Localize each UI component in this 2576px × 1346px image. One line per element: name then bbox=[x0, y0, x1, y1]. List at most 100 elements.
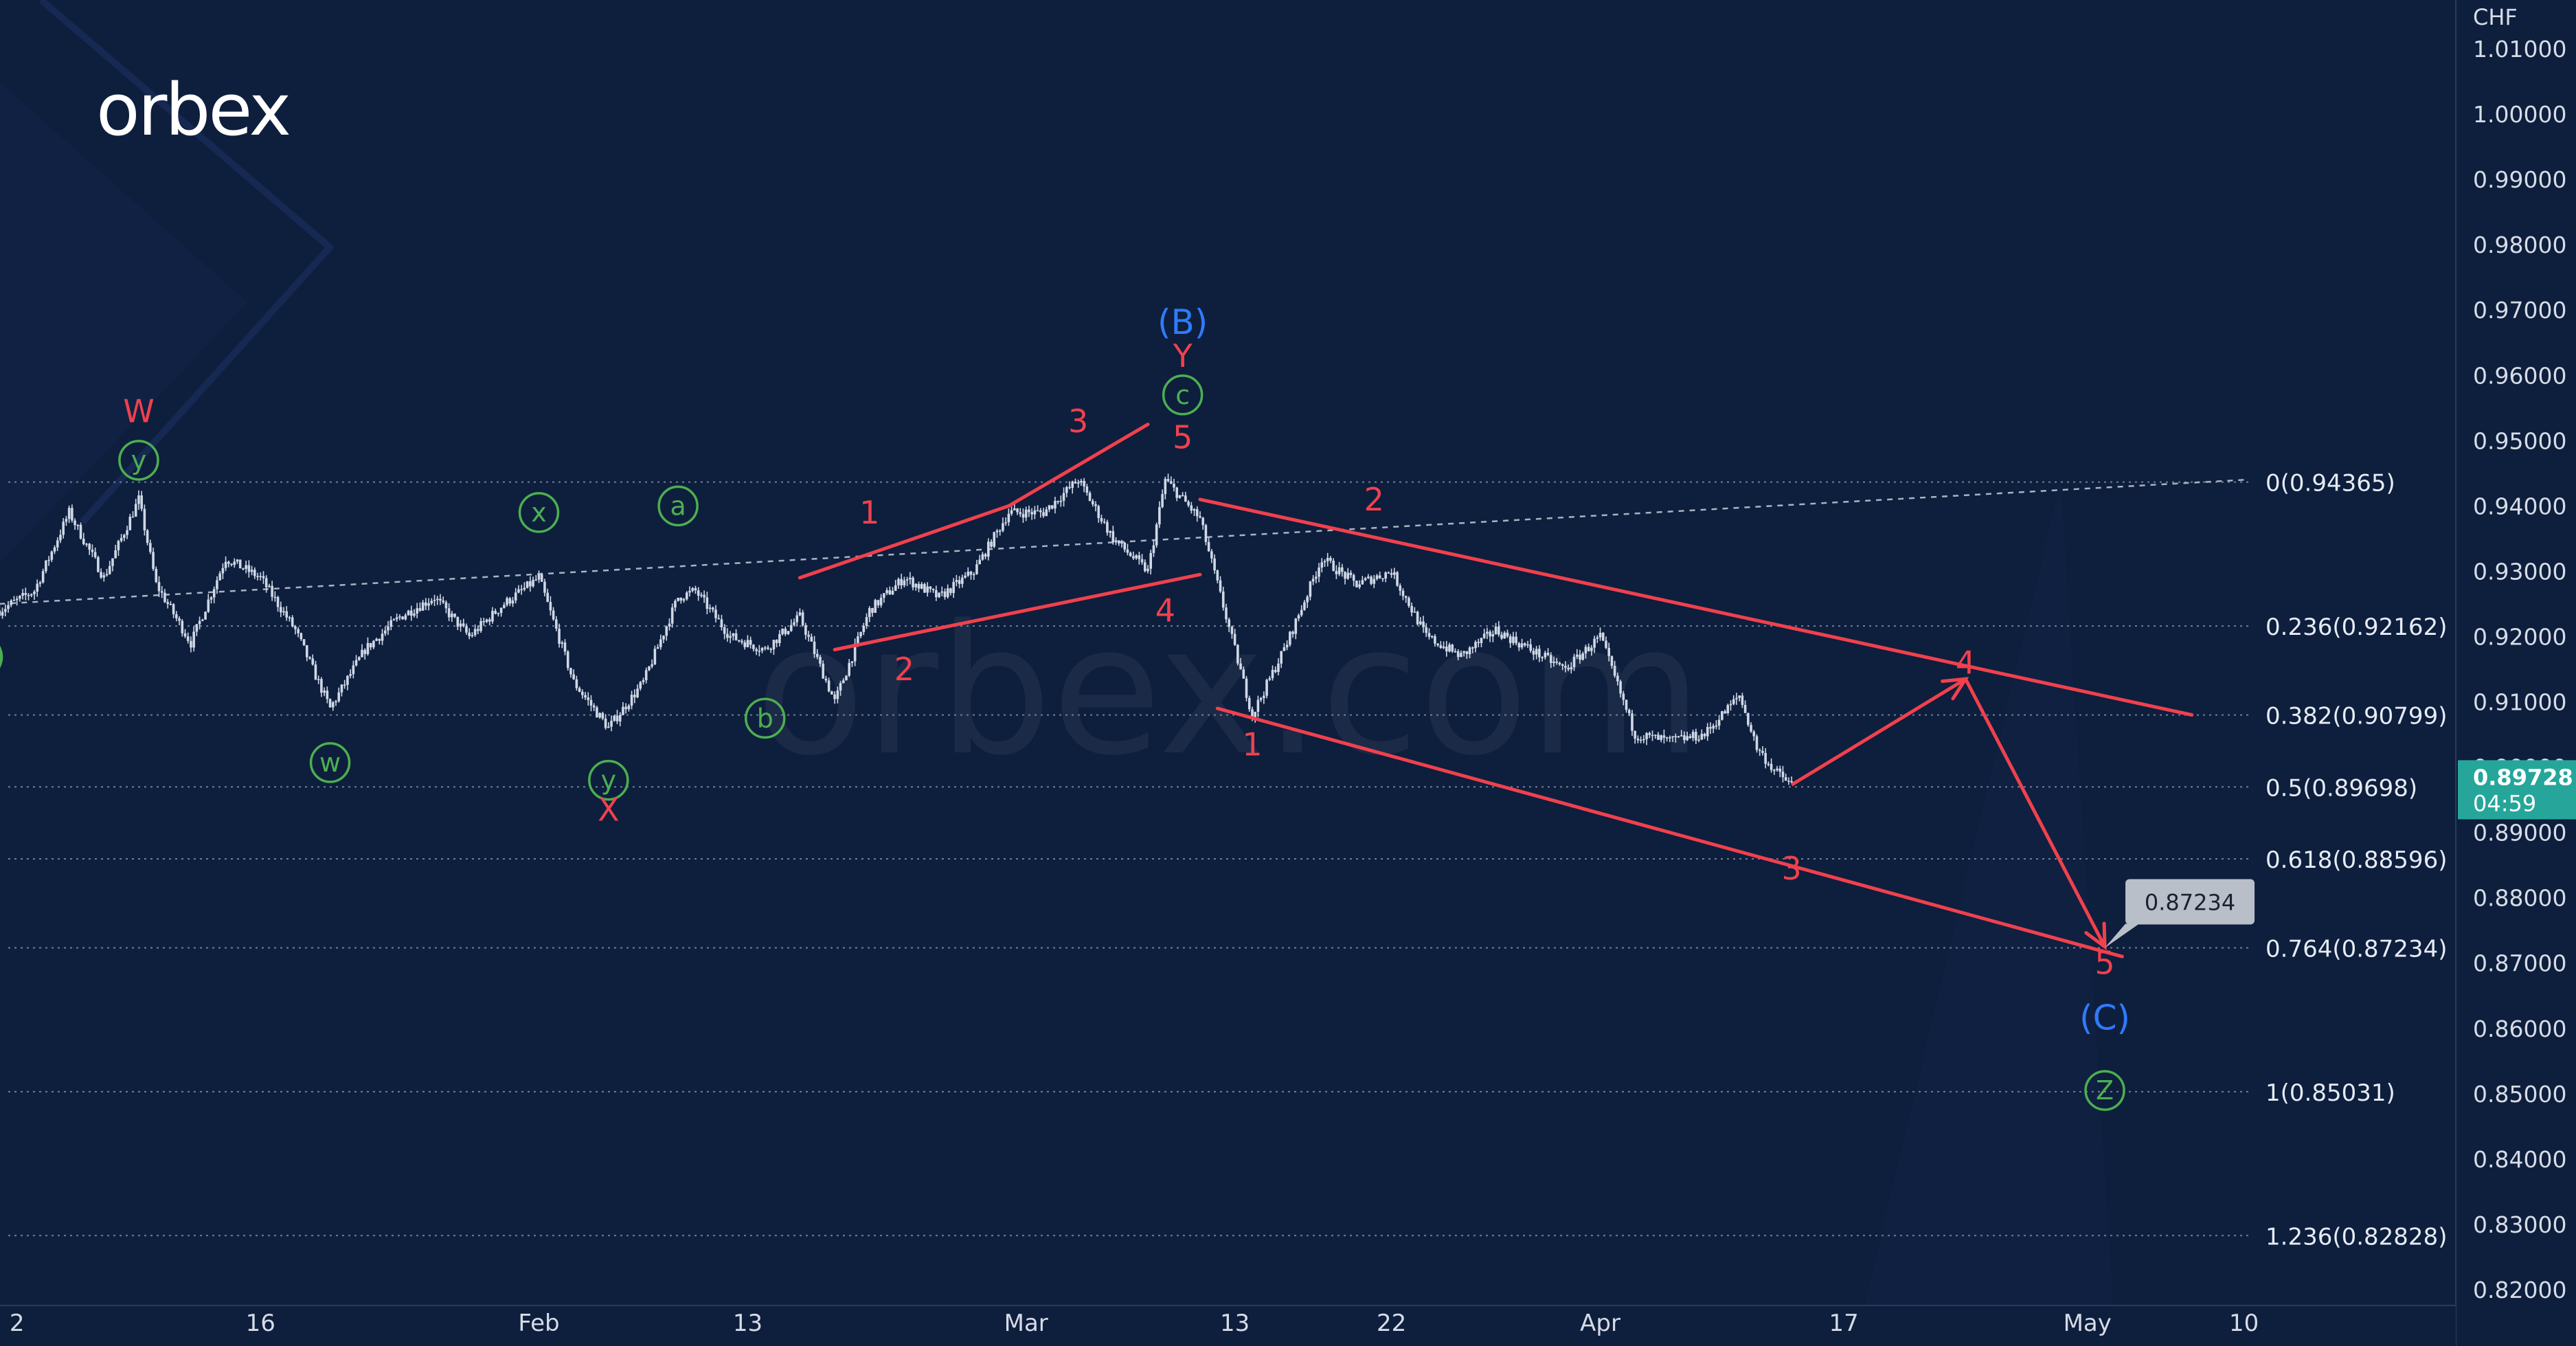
candle-body bbox=[389, 620, 393, 627]
candle-body bbox=[763, 647, 767, 649]
time-axis[interactable]: 2 16 Feb 13 Mar 13 22 Apr 17 May 10 bbox=[0, 1305, 2456, 1346]
candle-body bbox=[717, 618, 721, 620]
candle-body bbox=[1430, 636, 1434, 638]
candle-body bbox=[813, 641, 816, 654]
candle-body bbox=[1512, 636, 1515, 643]
candle-body bbox=[648, 666, 651, 671]
candle-body bbox=[1721, 711, 1724, 720]
candle-body bbox=[943, 591, 947, 597]
price-tick-label: 0.93000 bbox=[2473, 558, 2566, 585]
candle-body bbox=[276, 596, 280, 607]
candle-body bbox=[149, 543, 152, 552]
candle-body bbox=[1651, 734, 1654, 737]
candle-body bbox=[801, 612, 804, 625]
candle-body bbox=[685, 592, 688, 600]
candle-body bbox=[909, 577, 912, 580]
candle-body bbox=[1587, 647, 1590, 651]
candle-body bbox=[1454, 651, 1457, 653]
candle-body bbox=[256, 576, 259, 577]
candle-body bbox=[1552, 661, 1555, 663]
candle-body bbox=[1517, 643, 1521, 648]
candle-body bbox=[1491, 633, 1495, 637]
candle-body bbox=[760, 648, 764, 651]
candle-body bbox=[271, 585, 273, 597]
candle-body bbox=[216, 580, 218, 590]
candle-body bbox=[1468, 647, 1471, 655]
candle-body bbox=[871, 608, 874, 613]
wave-label-circle bbox=[2084, 1070, 2125, 1111]
candle-body bbox=[1283, 647, 1286, 651]
candle-body bbox=[413, 614, 416, 616]
candle-body bbox=[1228, 619, 1230, 627]
candle-body bbox=[477, 629, 479, 631]
price-tick-label: 0.96000 bbox=[2473, 362, 2566, 389]
candle-body bbox=[636, 688, 639, 697]
candle-body bbox=[1561, 664, 1564, 666]
candle-body bbox=[1387, 572, 1390, 574]
candle-body bbox=[688, 590, 691, 593]
candle-body bbox=[0, 610, 1, 616]
candle-body bbox=[990, 541, 993, 547]
candle-body bbox=[409, 610, 413, 616]
candle-body bbox=[1364, 578, 1367, 581]
wave-label: a bbox=[670, 491, 686, 521]
candle-body bbox=[157, 582, 161, 592]
candle-body bbox=[1372, 579, 1376, 584]
candle-body bbox=[841, 680, 845, 684]
candle-body bbox=[1460, 653, 1462, 658]
candle-body bbox=[967, 571, 970, 576]
candle-body bbox=[1665, 737, 1669, 739]
candle-body bbox=[755, 649, 758, 651]
candle-body bbox=[175, 614, 178, 619]
candle-body bbox=[1100, 517, 1103, 521]
candle-body bbox=[1164, 479, 1167, 495]
candle-body bbox=[1291, 631, 1294, 634]
candle-body bbox=[236, 559, 239, 562]
candle-body bbox=[793, 622, 795, 625]
candle-body bbox=[697, 590, 700, 596]
candle-body bbox=[259, 576, 262, 577]
candle-body bbox=[723, 627, 726, 634]
candle-body bbox=[1529, 644, 1533, 651]
candle-body bbox=[1, 612, 4, 616]
candle-body bbox=[589, 699, 593, 706]
candle-body bbox=[1318, 568, 1320, 577]
wave-label: 5 bbox=[2094, 945, 2114, 982]
wave-label: W bbox=[123, 393, 154, 430]
candle-body bbox=[758, 651, 761, 652]
candle-body bbox=[143, 508, 146, 530]
candle-body bbox=[1059, 500, 1063, 502]
candle-body bbox=[1207, 541, 1210, 552]
candle-body bbox=[378, 638, 381, 641]
candle-body bbox=[1323, 561, 1326, 563]
candle-body bbox=[622, 706, 624, 715]
candle-body bbox=[1790, 781, 1793, 783]
candle-body bbox=[897, 579, 900, 585]
candle-body bbox=[1787, 781, 1790, 782]
candle-body bbox=[857, 636, 859, 644]
candle-body bbox=[900, 579, 903, 585]
candle-body bbox=[1021, 514, 1025, 518]
candle-body bbox=[769, 649, 773, 650]
candle-body bbox=[33, 592, 36, 594]
candle-body bbox=[1767, 763, 1770, 765]
candle-body bbox=[1219, 580, 1222, 592]
candle-body bbox=[471, 635, 474, 636]
candle-body bbox=[1462, 651, 1465, 653]
candle-body bbox=[212, 589, 216, 598]
candle-body bbox=[511, 601, 515, 604]
candle-body bbox=[1033, 510, 1037, 515]
candle-body bbox=[862, 626, 866, 632]
candle-body bbox=[506, 598, 508, 605]
candle-body bbox=[670, 607, 674, 624]
price-axis[interactable]: CHF 1.01000 1.00000 0.99000 0.98000 0.97000 0.… bbox=[2455, 0, 2576, 1346]
candle-body bbox=[1126, 549, 1129, 553]
candle-body bbox=[708, 607, 712, 609]
candle-body bbox=[1085, 486, 1089, 493]
candle-body bbox=[82, 538, 85, 544]
candle-body bbox=[354, 660, 358, 666]
candle-body bbox=[395, 617, 398, 620]
time-axis-background bbox=[0, 1305, 2456, 1346]
candle-body bbox=[439, 598, 442, 601]
